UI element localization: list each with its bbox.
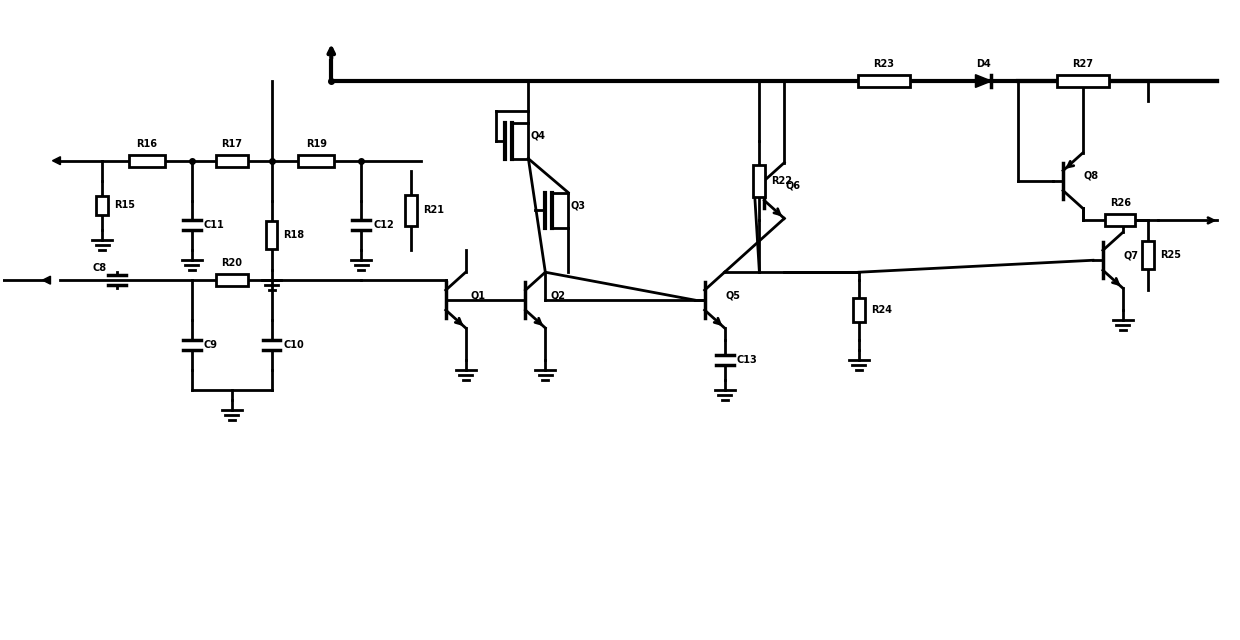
Text: C10: C10	[284, 340, 304, 350]
Bar	[216, 274, 248, 286]
Bar	[129, 155, 165, 166]
Text: R17: R17	[221, 139, 242, 148]
Text: R15: R15	[114, 200, 135, 211]
Text: R16: R16	[136, 139, 157, 148]
Text: D4: D4	[976, 59, 991, 69]
Text: Q6: Q6	[785, 180, 800, 191]
Text: Q2: Q2	[551, 290, 565, 300]
Text: R19: R19	[306, 139, 327, 148]
Text: C8: C8	[92, 263, 107, 273]
Bar	[853, 298, 866, 322]
Text: R18: R18	[284, 230, 305, 241]
Text: Q5: Q5	[725, 290, 740, 300]
Text: R26: R26	[1110, 198, 1131, 209]
Text: R27: R27	[1073, 59, 1094, 69]
Polygon shape	[42, 276, 51, 284]
Text: C12: C12	[373, 220, 394, 230]
Bar	[299, 155, 335, 166]
Text: R22: R22	[771, 175, 792, 186]
Bar	[1142, 241, 1153, 269]
Text: C13: C13	[737, 355, 758, 365]
Polygon shape	[976, 75, 992, 88]
Bar	[405, 195, 417, 227]
Text: Q4: Q4	[531, 131, 546, 141]
Text: Q3: Q3	[570, 200, 585, 211]
Text: R20: R20	[221, 258, 242, 268]
Text: Q8: Q8	[1084, 171, 1099, 180]
Text: C11: C11	[203, 220, 224, 230]
Bar	[265, 221, 278, 250]
Bar	[97, 196, 108, 216]
Text: Q7: Q7	[1123, 250, 1138, 260]
Text: C9: C9	[203, 340, 218, 350]
Text: R24: R24	[870, 305, 892, 315]
Bar	[1056, 75, 1109, 87]
Bar	[754, 164, 765, 196]
Bar	[858, 75, 910, 87]
Text: Q1: Q1	[471, 290, 486, 300]
Bar	[216, 155, 248, 166]
Text: R21: R21	[423, 205, 444, 216]
Text: R23: R23	[873, 59, 894, 69]
Polygon shape	[52, 157, 61, 164]
Bar	[1105, 214, 1136, 227]
Text: R25: R25	[1159, 250, 1180, 260]
